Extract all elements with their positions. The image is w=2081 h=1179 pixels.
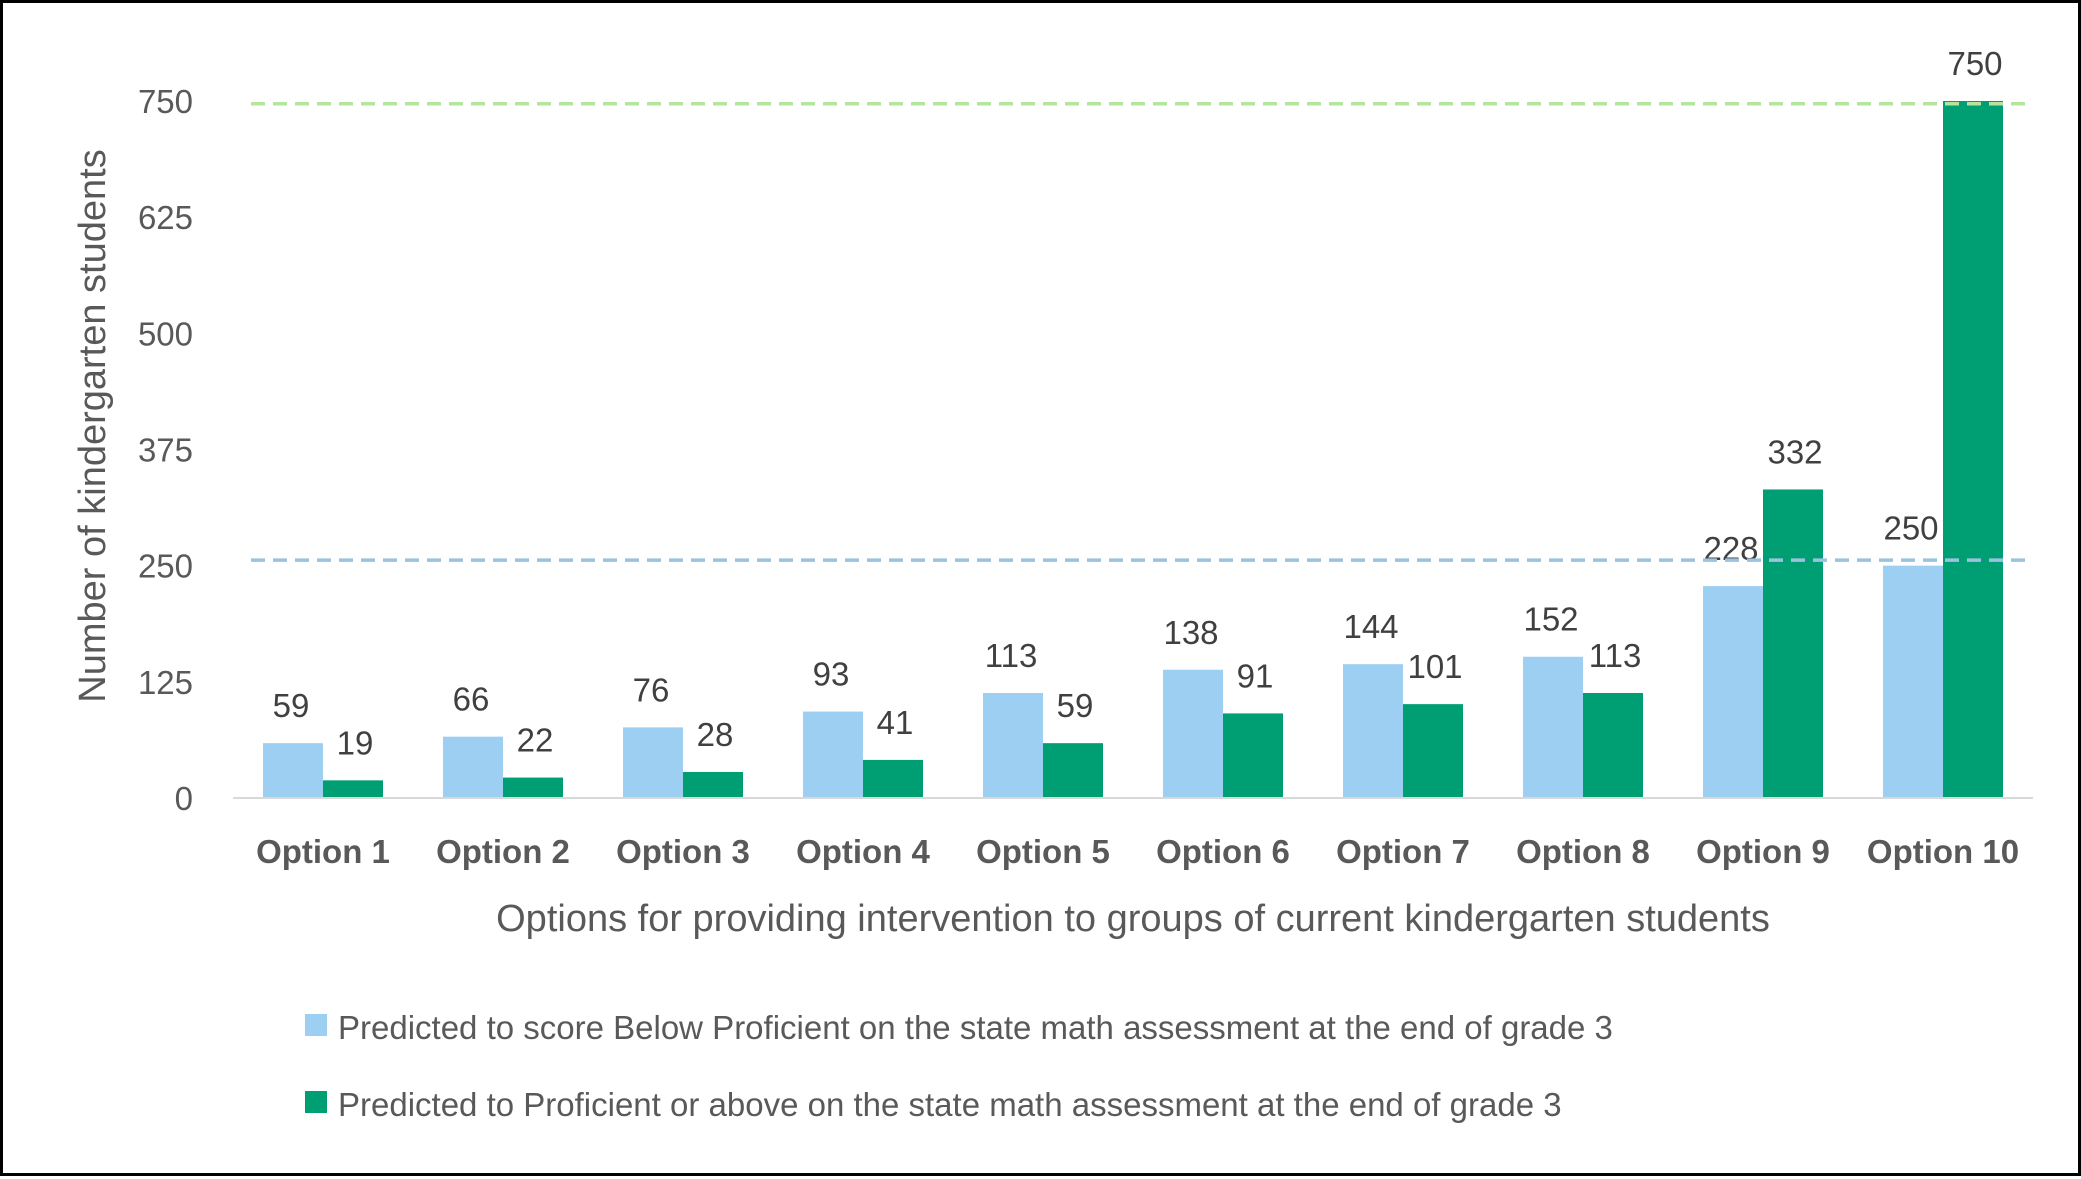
y-axis-title: Number of kindergarten students (72, 149, 114, 702)
data-label: 91 (1237, 657, 1274, 694)
reference-lines (251, 102, 2033, 562)
y-axis-ticks: 0 125 250 375 500 625 750 (138, 83, 193, 817)
data-label: 59 (1057, 687, 1094, 724)
data-label: 138 (1163, 614, 1218, 651)
bar-chart: 5919662276289341113591389114410115211322… (72, 45, 2033, 1123)
x-tick-label: Option 7 (1336, 833, 1470, 870)
y-tick-label: 750 (138, 83, 193, 120)
bar-proficient-or-above (323, 780, 383, 798)
bar-below-proficient (1343, 664, 1403, 798)
data-label: 750 (1947, 45, 2002, 82)
data-label: 250 (1883, 510, 1938, 547)
x-tick-label: Option 6 (1156, 833, 1290, 870)
y-tick-label: 125 (138, 664, 193, 701)
y-tick-label: 250 (138, 548, 193, 585)
data-label: 101 (1407, 648, 1462, 685)
legend-label: Predicted to Proficient or above on the … (338, 1086, 1562, 1123)
data-label: 332 (1767, 433, 1822, 470)
bar-below-proficient (1523, 656, 1583, 798)
bar-proficient-or-above (503, 777, 563, 798)
data-label: 41 (877, 704, 914, 741)
bar-below-proficient (1163, 669, 1223, 798)
bar-proficient-or-above (1043, 743, 1103, 798)
x-axis-title: Options for providing intervention to gr… (496, 898, 1770, 940)
x-tick-label: Option 9 (1696, 833, 1830, 870)
x-tick-label: Option 2 (436, 833, 570, 870)
legend-swatch (305, 1014, 327, 1036)
bar-proficient-or-above (1943, 101, 2003, 798)
legend-label: Predicted to score Below Proficient on t… (338, 1009, 1613, 1046)
bar-below-proficient (623, 727, 683, 798)
data-label: 152 (1523, 601, 1578, 638)
legend: Predicted to score Below Proficient on t… (305, 1009, 1613, 1123)
data-label: 113 (1589, 637, 1642, 674)
bar-below-proficient (983, 692, 1043, 798)
bar-below-proficient (803, 711, 863, 798)
bar-proficient-or-above (1583, 692, 1643, 798)
y-tick-label: 0 (175, 780, 193, 817)
bar-below-proficient (443, 736, 503, 798)
data-label: 66 (453, 681, 490, 718)
bar-proficient-or-above (863, 759, 923, 798)
data-label: 59 (273, 687, 310, 724)
x-tick-label: Option 1 (256, 833, 390, 870)
data-label: 144 (1343, 608, 1398, 645)
y-tick-label: 625 (138, 199, 193, 236)
data-label: 22 (517, 722, 554, 759)
x-axis-ticks: Option 1 Option 2 Option 3 Option 4 Option 5… (256, 833, 2019, 870)
data-label: 76 (633, 671, 670, 708)
x-tick-label: Option 4 (796, 833, 930, 870)
y-tick-label: 500 (138, 315, 193, 352)
bars (263, 101, 2003, 798)
bar-below-proficient (1883, 565, 1943, 798)
data-label: 113 (985, 637, 1038, 674)
y-tick-label: 375 (138, 432, 193, 469)
bar-proficient-or-above (683, 771, 743, 798)
bar-proficient-or-above (1403, 704, 1463, 798)
x-tick-label: Option 8 (1516, 833, 1650, 870)
data-labels: 5919662276289341113591389114410115211322… (273, 45, 2003, 761)
data-label: 28 (697, 716, 734, 753)
bar-below-proficient (263, 743, 323, 798)
data-label: 19 (337, 724, 374, 761)
x-tick-label: Option 3 (616, 833, 750, 870)
bar-proficient-or-above (1763, 489, 1823, 798)
data-label: 93 (813, 656, 850, 693)
legend-swatch (305, 1091, 327, 1113)
bar-proficient-or-above (1223, 713, 1283, 798)
x-tick-label: Option 10 (1867, 833, 2019, 870)
bar-below-proficient (1703, 586, 1763, 798)
x-tick-label: Option 5 (976, 833, 1110, 870)
